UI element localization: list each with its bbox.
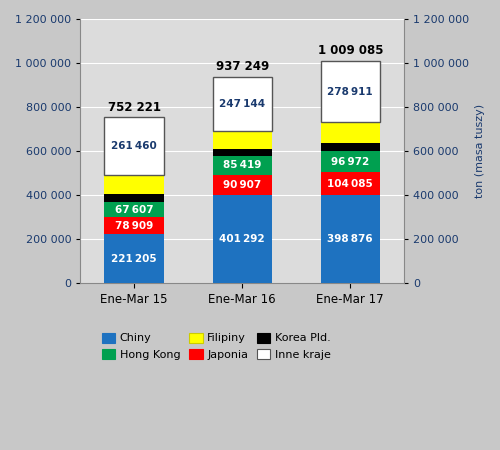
Bar (320, 151, 380, 172)
Bar (212, 195, 272, 283)
Text: 90 907: 90 907 (223, 180, 262, 190)
Bar (104, 217, 164, 234)
Bar (212, 77, 272, 131)
Legend: Chiny, Hong Kong, Filipiny, Japonia, Korea Pld., Inne kraje: Chiny, Hong Kong, Filipiny, Japonia, Kor… (98, 328, 335, 364)
Bar (320, 195, 380, 283)
Bar (104, 202, 164, 217)
Bar (104, 175, 164, 194)
Bar (212, 149, 272, 156)
Text: 937 249: 937 249 (216, 60, 269, 73)
Text: 78 909: 78 909 (115, 220, 154, 231)
Text: 278 911: 278 911 (328, 87, 373, 97)
Text: 401 292: 401 292 (220, 234, 265, 244)
Bar (320, 172, 380, 195)
Text: 221 205: 221 205 (112, 254, 157, 264)
Text: 85 419: 85 419 (223, 160, 262, 170)
Y-axis label: ton (masa tuszy): ton (masa tuszy) (475, 104, 485, 198)
Bar (320, 61, 380, 122)
Bar (320, 143, 380, 151)
Bar (104, 194, 164, 202)
Bar (212, 175, 272, 195)
Text: 96 972: 96 972 (331, 157, 370, 166)
Text: 104 085: 104 085 (328, 179, 373, 189)
Text: 67 607: 67 607 (115, 204, 154, 215)
Bar (212, 156, 272, 175)
Text: 247 144: 247 144 (219, 99, 266, 109)
Bar (212, 131, 272, 149)
Text: 752 221: 752 221 (108, 100, 160, 113)
Text: 398 876: 398 876 (328, 234, 373, 244)
Bar (104, 117, 164, 175)
Text: 1 009 085: 1 009 085 (318, 44, 383, 57)
Bar (104, 234, 164, 283)
Text: 261 460: 261 460 (112, 141, 157, 151)
Bar (320, 122, 380, 143)
